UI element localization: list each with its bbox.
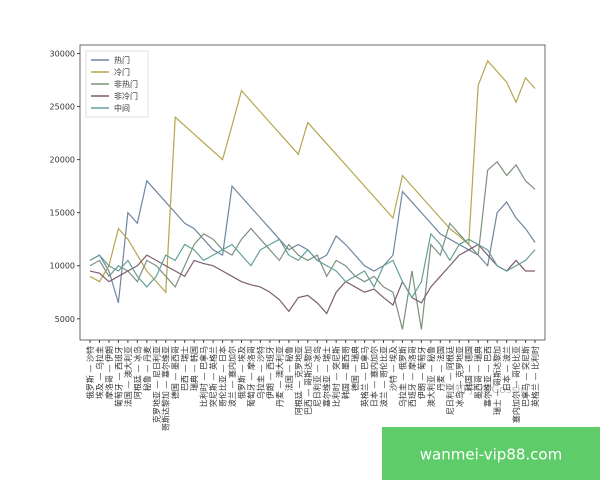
x-tick-label: 澳大利亚 — 秘鲁 <box>426 346 436 407</box>
x-tick-label: 塞内加尔 — 哥伦比亚 <box>511 346 521 423</box>
x-tick-label: 俄罗斯 — 沙特 <box>85 346 95 399</box>
x-tick-label: 塞尔维亚 — 瑞士 <box>322 346 332 407</box>
x-tick-label: 哥伦比亚 — 日本 <box>218 346 228 407</box>
x-tick-label: 葡萄牙 — 摩洛哥 <box>246 346 256 407</box>
x-tick-label: 沙特 — 埃及 <box>388 346 398 391</box>
y-tick-label: 25000 <box>50 103 75 112</box>
x-tick-label: 伊朗 — 葡萄牙 <box>416 346 426 399</box>
plot-frame <box>79 44 546 341</box>
x-tick-label: 丹麦 — 法国 <box>435 346 445 391</box>
legend-label: 中间 <box>114 103 130 113</box>
legend-label: 冷门 <box>114 67 130 77</box>
x-tick-label: 摩洛哥 — 伊朗 <box>104 346 114 399</box>
x-tick-label: 日本 — 波兰 <box>502 346 512 391</box>
series-line <box>89 59 536 294</box>
x-tick-label: 日本 — 塞内加尔 <box>369 346 379 407</box>
series-line <box>89 243 535 315</box>
x-tick-label: 丹麦 — 澳大利亚 <box>274 346 284 407</box>
banner: wanmei-vip88.com <box>420 446 562 464</box>
watermark: 知乎 @Cossin <box>455 382 527 396</box>
x-tick-label: 突尼斯 — 英格兰 <box>208 346 218 407</box>
x-tick-label: 波兰 — 哥伦比亚 <box>379 346 389 407</box>
y-tick-label: 20000 <box>50 156 75 165</box>
x-tick-label: 比利时 — 突尼斯 <box>331 346 341 407</box>
x-tick-label: 波兰 — 塞内加尔 <box>227 346 237 407</box>
x-tick-label: 阿根廷 — 冰岛 <box>132 346 142 399</box>
legend-label: 非冷门 <box>114 91 138 101</box>
x-tick-label: 冰岛 — 克罗地亚 <box>454 346 464 407</box>
series-line <box>89 232 536 299</box>
x-tick-label: 英格兰 — 巴拿马 <box>360 346 370 407</box>
x-tick-label: 英格兰 — 比利时 <box>530 346 540 407</box>
x-tick-label: 伊朗 — 西班牙 <box>265 346 275 399</box>
x-tick-label: 乌拉圭 — 俄罗斯 <box>397 346 407 407</box>
x-tick-label: 德国 — 墨西哥 <box>170 346 180 399</box>
x-tick-label: 尼日利亚 — 阿根廷 <box>445 346 455 415</box>
x-tick-label: 克罗地亚 — 尼日利亚 <box>151 346 161 423</box>
x-tick-label: 哥斯达黎加 — 塞尔维亚 <box>161 346 171 431</box>
x-tick-label: 比利时 — 巴拿马 <box>199 346 209 407</box>
x-tick-label: 秘鲁 — 丹麦 <box>142 346 152 391</box>
series-line <box>89 160 536 330</box>
x-tick-label: 墨西哥 — 瑞典 <box>473 346 483 399</box>
x-tick-label: 葡萄牙 — 西班牙 <box>113 346 123 407</box>
x-tick-label: 韩国 — 墨西哥 <box>341 346 351 399</box>
y-tick-label: 30000 <box>50 49 75 58</box>
x-tick-label: 韩国 — 德国 <box>464 346 474 391</box>
y-tick-label: 5000 <box>55 315 75 324</box>
x-tick-label: 瑞典 — 韩国 <box>189 346 199 391</box>
x-tick-label: 塞尔维亚 — 巴西 <box>483 346 493 407</box>
x-tick-label: 德国 — 瑞典 <box>350 346 360 391</box>
x-tick-label: 埃及 — 乌拉圭 <box>94 346 104 399</box>
y-tick-label: 15000 <box>50 209 75 218</box>
x-tick-label: 法国 — 秘鲁 <box>284 346 294 391</box>
x-tick-label: 乌拉圭 — 沙特 <box>255 346 265 399</box>
x-tick-label: 巴西 — 瑞士 <box>180 346 190 391</box>
x-tick-label: 俄罗斯 — 埃及 <box>236 346 246 399</box>
x-tick-label: 法国 — 澳大利亚 <box>123 346 133 407</box>
x-tick-label: 尼日利亚 — 冰岛 <box>312 346 322 407</box>
x-tick-label: 阿根廷 — 克罗地亚 <box>293 346 303 415</box>
x-tick-label: 瑞士 — 哥斯达黎加 <box>492 346 502 415</box>
x-tick-label: 巴西 — 哥斯达黎加 <box>303 346 313 415</box>
x-tick-label: 巴拿马 — 突尼斯 <box>521 346 531 407</box>
x-tick-label: 西班牙 — 摩洛哥 <box>407 346 417 407</box>
y-tick-label: 10000 <box>50 262 75 271</box>
legend-label: 热门 <box>114 55 130 65</box>
legend-label: 非热门 <box>114 79 138 89</box>
series-line <box>89 179 536 304</box>
banner-bg <box>382 427 600 480</box>
